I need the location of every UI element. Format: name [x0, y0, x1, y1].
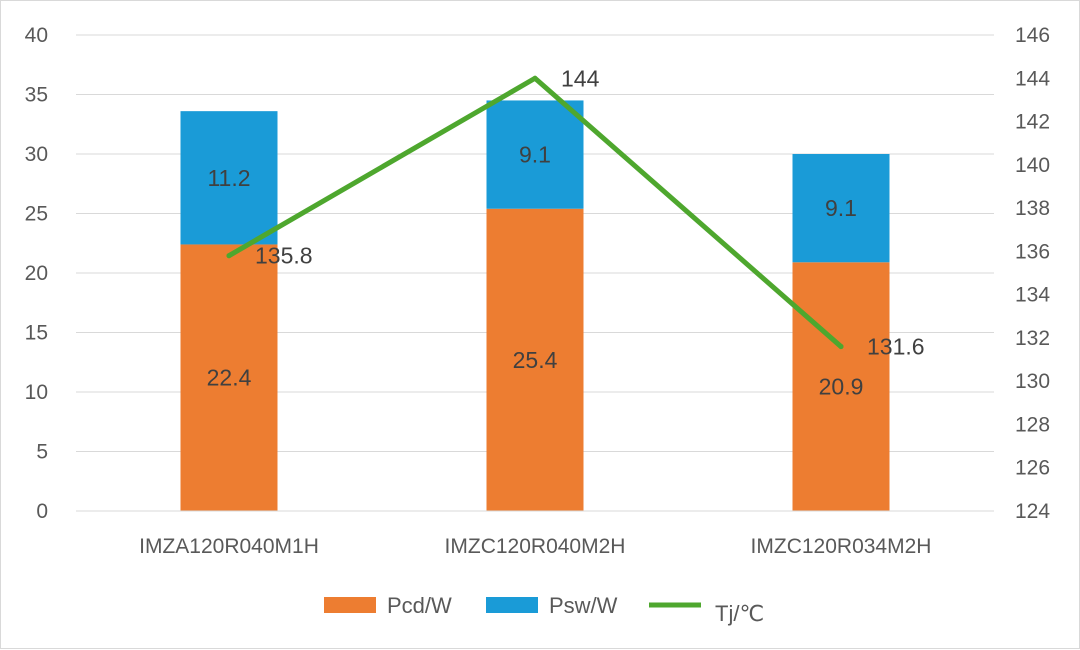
bar-psw — [180, 111, 278, 245]
right-axis-ticks: 124 126 128 130 132 134 136 138 140 142 144 146 — [1015, 24, 1050, 523]
bar-data-label: 20.9 — [819, 374, 864, 400]
bar-data-label: 9.1 — [825, 195, 857, 221]
x-axis: IMZA120R040M1H IMZC120R040M2H IMZC120R034M… — [76, 510, 994, 558]
legend-swatch-psw — [486, 597, 538, 613]
left-tick-label: 20 — [25, 262, 48, 285]
legend-swatch-pcd — [324, 597, 376, 613]
right-tick-label: 124 — [1015, 500, 1050, 523]
right-tick-label: 138 — [1015, 197, 1050, 220]
right-tick-label: 142 — [1015, 111, 1050, 134]
line-data-label: 135.8 — [255, 243, 313, 269]
line-data-label: 131.6 — [867, 334, 925, 360]
legend-label-tj: Tj/℃ — [715, 601, 764, 626]
bar-pcd — [180, 244, 278, 511]
left-tick-label: 10 — [25, 381, 48, 404]
left-tick-label: 25 — [25, 203, 48, 226]
right-tick-label: 140 — [1015, 154, 1050, 177]
left-tick-label: 35 — [25, 84, 48, 107]
bar-data-label: 11.2 — [207, 165, 250, 191]
bar-pcd — [792, 262, 890, 511]
tj-point — [226, 253, 232, 259]
legend-label-psw: Psw/W — [549, 593, 618, 618]
bar-data-label: 22.4 — [207, 365, 252, 391]
category-label: IMZC120R034M2H — [751, 535, 932, 558]
right-tick-label: 134 — [1015, 284, 1050, 307]
right-tick-label: 144 — [1015, 67, 1050, 90]
left-tick-label: 0 — [36, 500, 48, 523]
tj-point — [838, 344, 844, 350]
tj-point — [532, 75, 538, 81]
left-tick-label: 30 — [25, 143, 48, 166]
category-label: IMZC120R040M2H — [445, 535, 626, 558]
right-tick-label: 132 — [1015, 327, 1050, 350]
right-tick-label: 146 — [1015, 24, 1050, 47]
category-label: IMZA120R040M1H — [139, 535, 319, 558]
left-tick-label: 15 — [25, 322, 48, 345]
right-tick-label: 130 — [1015, 370, 1050, 393]
legend: Pcd/W Psw/W Tj/℃ — [324, 593, 764, 626]
line-series — [226, 75, 844, 350]
left-axis-ticks: 0 5 10 15 20 25 30 35 40 — [25, 24, 48, 523]
bar-pcd — [486, 208, 584, 512]
bar-data-label: 9.1 — [519, 142, 551, 168]
bar-psw — [486, 100, 584, 209]
right-tick-label: 126 — [1015, 457, 1050, 480]
bar-psw — [792, 154, 890, 263]
legend-label-pcd: Pcd/W — [387, 593, 452, 618]
bar-series — [180, 100, 890, 512]
line-data-label: 144 — [561, 65, 600, 91]
bar-data-label: 25.4 — [513, 347, 558, 373]
data-labels: 22.4 11.2 25.4 9.1 20.9 9.1 135.8 144 131.6 — [207, 65, 925, 399]
left-tick-label: 40 — [25, 24, 48, 47]
right-tick-label: 136 — [1015, 240, 1050, 263]
right-tick-label: 128 — [1015, 413, 1050, 436]
left-tick-label: 5 — [36, 441, 48, 464]
